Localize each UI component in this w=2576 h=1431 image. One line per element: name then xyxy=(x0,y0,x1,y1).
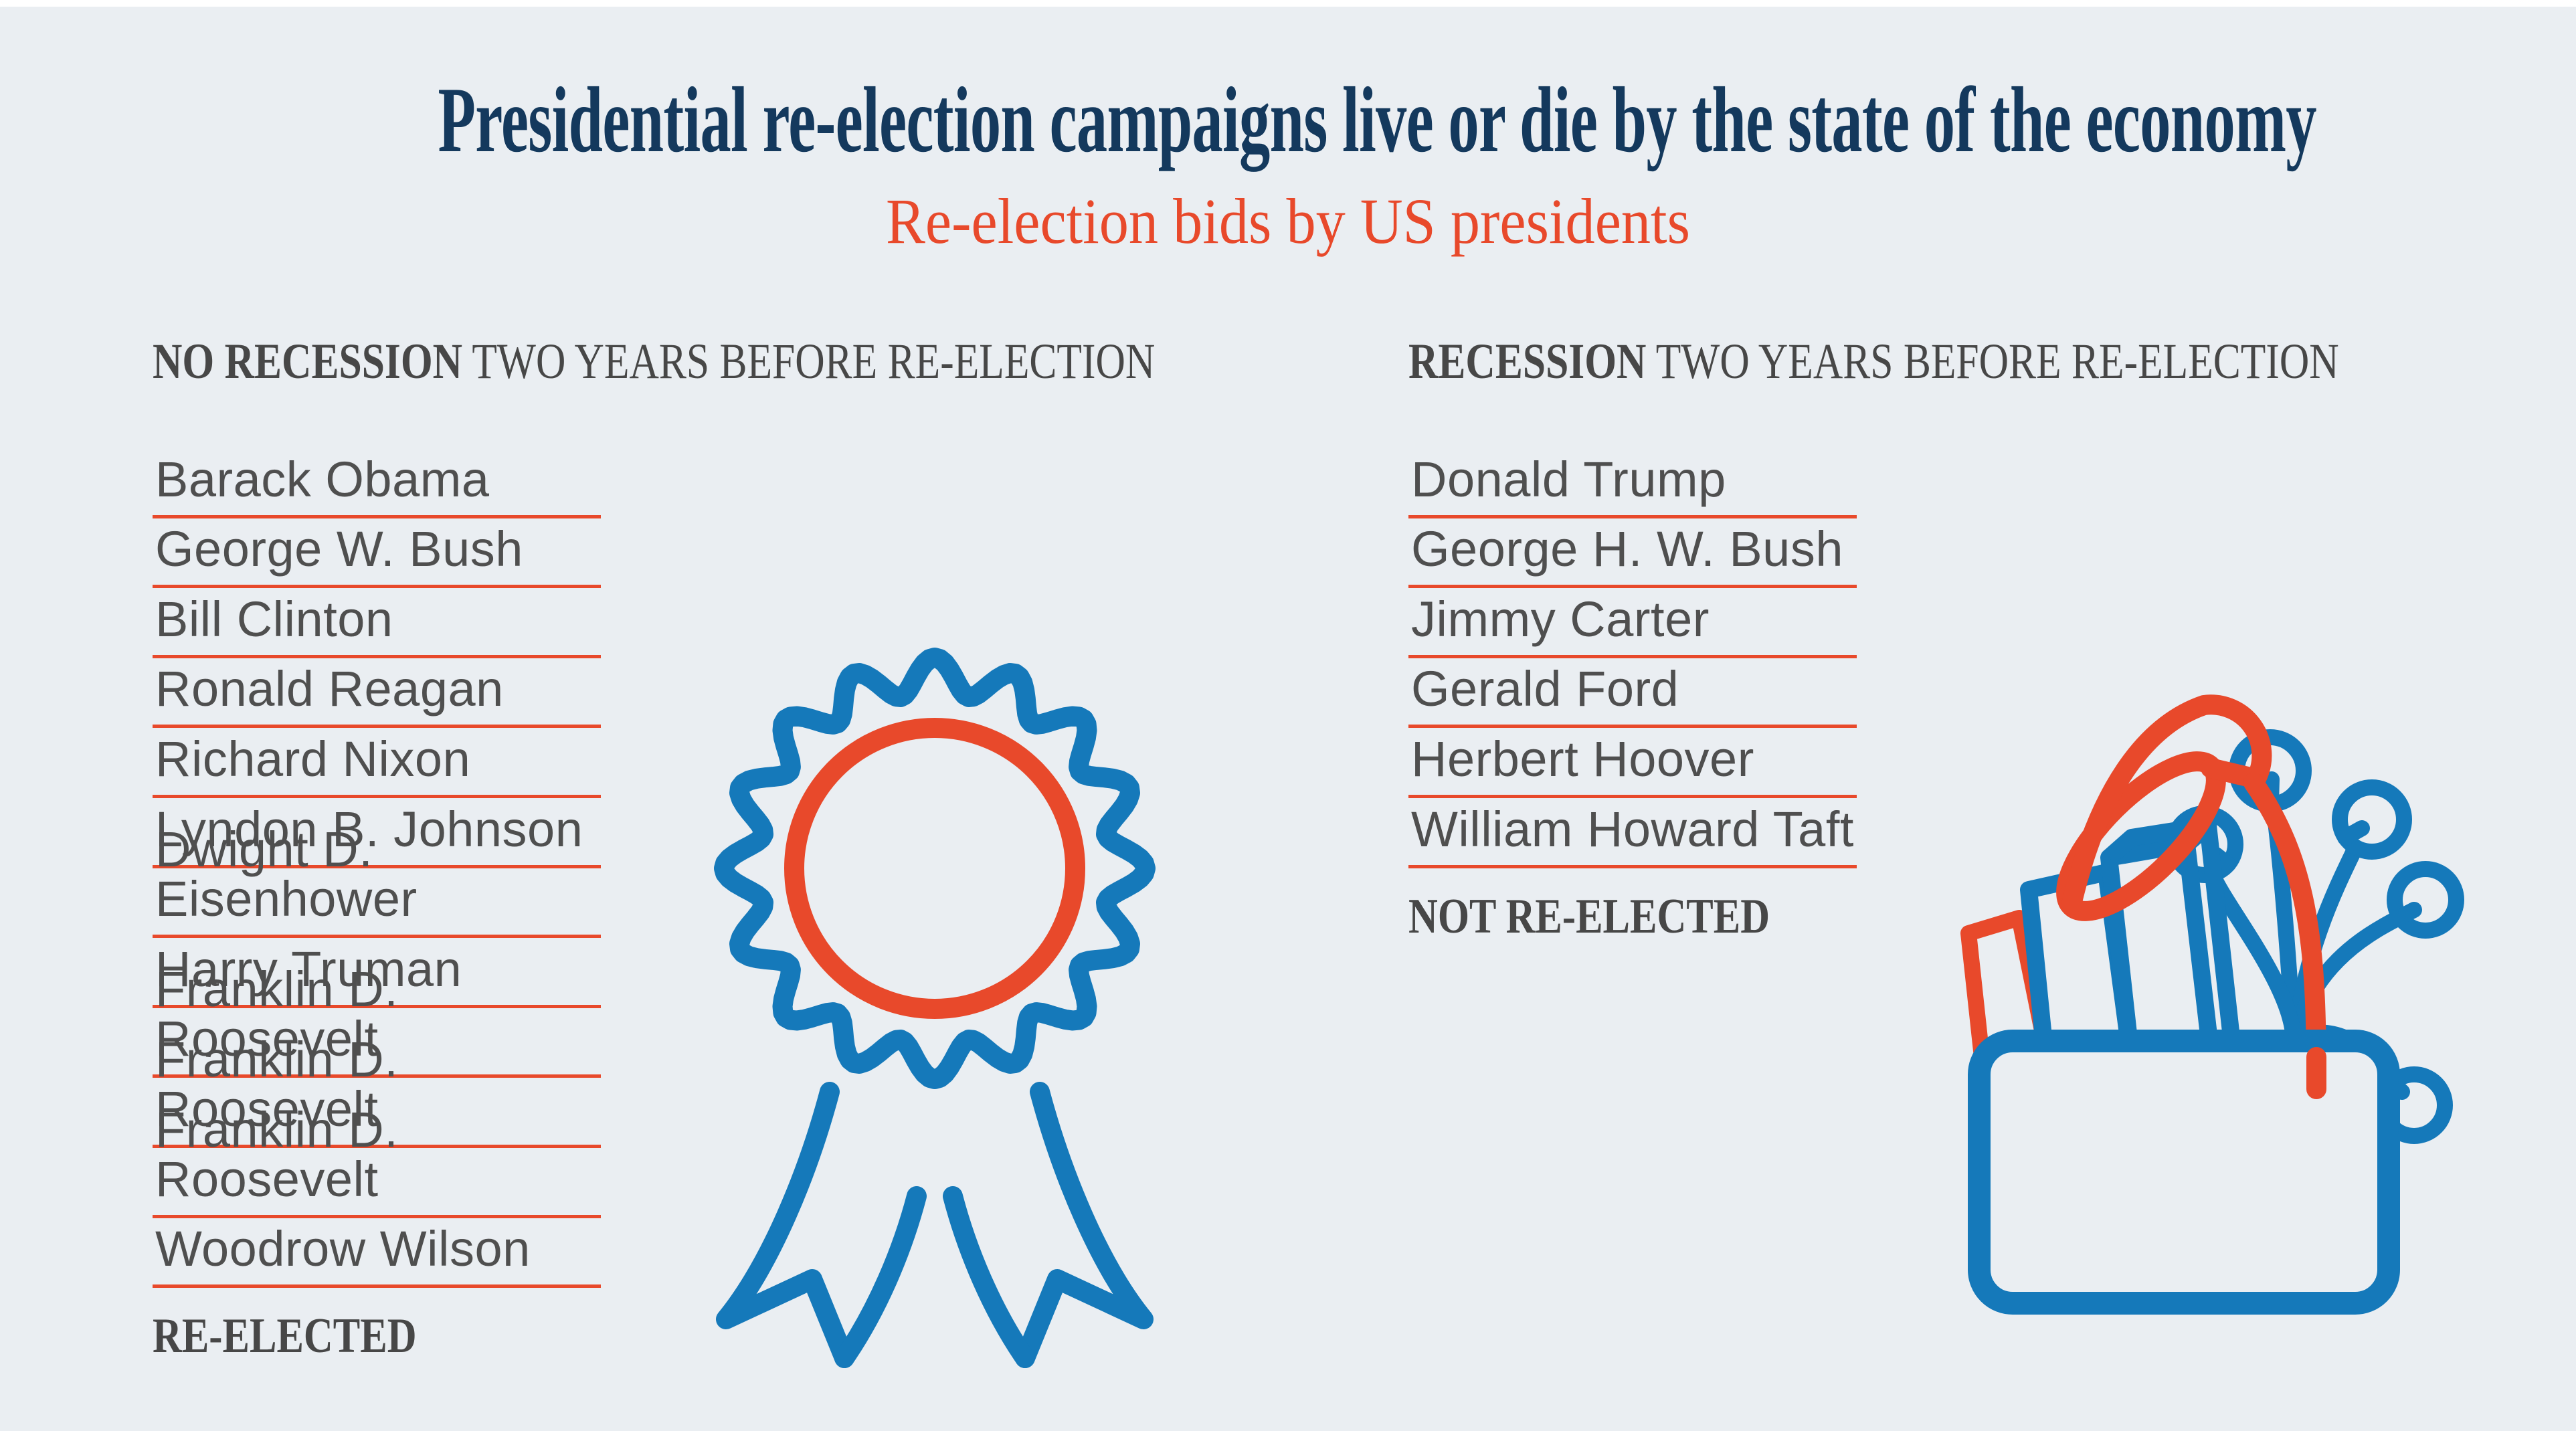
president-list-item: Woodrow Wilson xyxy=(153,1218,601,1289)
recession-heading-bold: RECESSION xyxy=(1408,334,1647,389)
desk-lamp-icon xyxy=(2056,694,2326,1090)
books-icon xyxy=(2020,817,2241,1065)
president-list-item: Donald Trump xyxy=(1408,448,1857,518)
re-elected-president-list: Barack Obama George W. Bush Bill Clinton Ro… xyxy=(153,448,601,1289)
no-recession-heading-bold: NO RECESSION xyxy=(153,334,463,389)
cardboard-box xyxy=(1968,1030,2400,1315)
not-re-elected-president-list: Donald Trump George H. W. Bush Jimmy Carte… xyxy=(1408,448,1857,868)
not-re-elected-label: NOT RE-ELECTED xyxy=(1408,889,1770,944)
president-list-item: Herbert Hoover xyxy=(1408,728,1857,798)
president-list-item: George W. Bush xyxy=(153,518,601,589)
rosette-inner-circle xyxy=(784,718,1085,1019)
president-list-item: Barack Obama xyxy=(153,448,601,518)
recession-heading-rest: TWO YEARS BEFORE RE-ELECTION xyxy=(1646,334,2339,389)
president-list-item: Richard Nixon xyxy=(153,728,601,798)
president-list-item: Lyndon B. Johnson xyxy=(153,798,601,868)
no-recession-heading-rest: TWO YEARS BEFORE RE-ELECTION xyxy=(462,334,1156,389)
president-list-item: Ronald Reagan xyxy=(153,658,601,729)
president-list-item: William Howard Taft xyxy=(1408,798,1857,868)
president-list-item: Bill Clinton xyxy=(153,588,601,658)
rosette-ribbon-tails xyxy=(716,1082,1154,1368)
president-list-item: George H. W. Bush xyxy=(1408,518,1857,589)
president-list-item: Gerald Ford xyxy=(1408,658,1857,729)
page-title: Presidential re-election campaigns live … xyxy=(438,68,2317,172)
no-recession-heading: NO RECESSION TWO YEARS BEFORE RE-ELECTIO… xyxy=(153,337,1155,387)
packed-office-box-icon xyxy=(1960,694,2464,1315)
president-list-item: Jimmy Carter xyxy=(1408,588,1857,658)
president-list-item: Harry Truman xyxy=(153,938,601,1008)
top-white-strip xyxy=(0,0,2576,7)
award-rosette-icon xyxy=(714,648,1156,1368)
rosette-scalloped-ring xyxy=(714,648,1156,1089)
re-elected-label: RE-ELECTED xyxy=(153,1309,417,1363)
recession-heading: RECESSION TWO YEARS BEFORE RE-ELECTION xyxy=(1408,337,2339,387)
page-subtitle: Re-election bids by US presidents xyxy=(886,185,1690,257)
